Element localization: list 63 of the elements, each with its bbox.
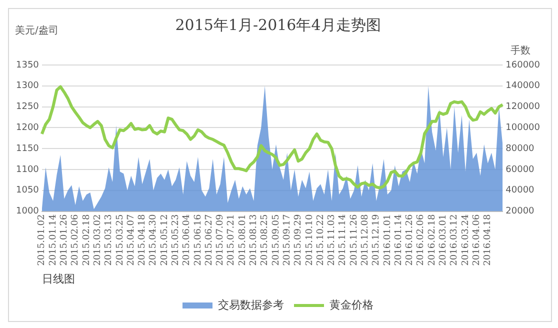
y2-tick-label: 100000 <box>506 123 540 134</box>
y2-tick-label: 160000 <box>506 60 540 70</box>
y-tick-label: 1250 <box>16 102 40 112</box>
y-tick-label: 1200 <box>16 123 40 134</box>
x-tick-label: 2015.10.22 <box>316 214 326 266</box>
x-tick-label: 2015.12.19 <box>372 214 382 266</box>
y2-tick-label: 60000 <box>506 164 535 175</box>
y-tick-label: 1050 <box>16 186 40 196</box>
x-tick-label: 2016.03.12 <box>450 214 460 266</box>
x-tick-label: 2015.04.07 <box>126 214 136 266</box>
y2-axis-title: 手数 <box>510 44 531 57</box>
y-tick-label: 1350 <box>16 60 40 70</box>
x-tick-label: 2016.03.01 <box>438 214 449 266</box>
x-tick-label: 2016.04.06 <box>472 214 482 266</box>
x-tick-label: 2015.06.04 <box>182 214 192 266</box>
x-tick-label: 2015.11.14 <box>338 214 348 266</box>
x-tick-label: 2016.03.24 <box>460 214 471 266</box>
x-tick-label: 2016.01.01 <box>382 214 393 266</box>
x-tick-label: 2016.04.18 <box>483 214 494 266</box>
legend-label: 交易数据参考 <box>218 298 284 312</box>
x-tick-label: 2015.07.21 <box>226 214 237 266</box>
y-tick-label: 1150 <box>16 144 40 154</box>
y2-tick-label: 120000 <box>506 102 540 112</box>
x-tick-label: 2015.11.03 <box>327 214 338 266</box>
x-tick-label: 2015.06.16 <box>193 214 204 266</box>
x-tick-label: 2015.09.29 <box>294 214 304 266</box>
x-tick-label: 2015.09.05 <box>271 214 282 266</box>
y-tick-label: 1000 <box>16 206 40 217</box>
x-tick-label: 2015.01.26 <box>60 214 70 266</box>
x-tick-label: 2016.02.06 <box>416 214 426 266</box>
y-tick-label: 1100 <box>16 164 40 175</box>
x-tick-label: 2015.01.14 <box>48 214 58 266</box>
legend-label: 黄金价格 <box>330 298 374 312</box>
x-tick-label: 2015.08.13 <box>249 214 260 266</box>
x-tick-label: 2015.06.27 <box>204 214 214 266</box>
y2-tick-label: 20000 <box>506 206 535 217</box>
x-tick-label: 2015.08.25 <box>260 214 270 266</box>
y2-tick-label: 40000 <box>506 186 535 196</box>
x-tick-label: 2015.03.13 <box>104 214 114 266</box>
x-tick-label: 2015.03.25 <box>115 214 126 266</box>
x-tick-label: 2015.04.18 <box>138 214 148 266</box>
chart-title: 2015年1月-2016年4月走势图 <box>175 16 381 34</box>
x-tick-label: 2016.02.18 <box>427 214 438 266</box>
x-tick-label: 2015.12.08 <box>360 214 371 266</box>
x-tick-label: 2016.01.14 <box>394 214 404 266</box>
y-axis-title: 美元/盎司 <box>15 24 58 37</box>
y2-tick-label: 80000 <box>506 144 535 154</box>
x-tick-label: 2015.04.30 <box>148 214 159 266</box>
x-tick-label: 2015.10.10 <box>304 214 315 266</box>
y2-tick-label: 140000 <box>506 81 540 92</box>
x-tick-label: 2015.01.02 <box>37 214 48 266</box>
x-tick-label: 2015.07.09 <box>216 214 226 266</box>
x-tick-label: 2015.02.18 <box>82 214 92 266</box>
x-tick-label: 2015.02.06 <box>70 214 81 266</box>
x-tick-label: 2016.01.26 <box>405 214 416 266</box>
x-tick-label: 2015.11.26 <box>349 214 360 266</box>
x-tick-label: 2015.05.12 <box>160 214 170 266</box>
x-tick-label: 2015.09.17 <box>282 214 292 266</box>
x-tick-label: 2015.08.01 <box>238 214 248 266</box>
x-tick-label: 2015.05.23 <box>171 214 182 266</box>
x-tick-label: 2015.03.02 <box>92 214 103 266</box>
y-tick-label: 1300 <box>16 81 40 92</box>
x-axis-title: 日线图 <box>42 272 75 286</box>
